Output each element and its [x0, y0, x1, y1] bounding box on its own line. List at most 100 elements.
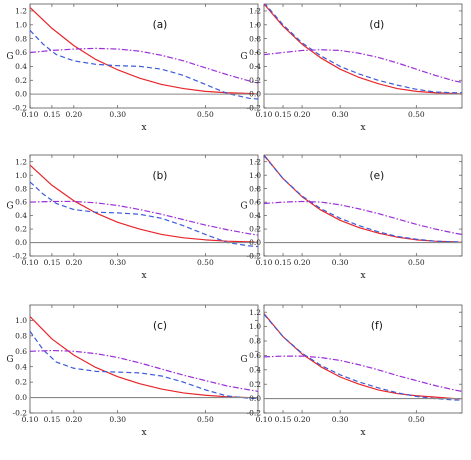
panel-label: (c): [153, 320, 167, 332]
x-tick-label: 0.10: [22, 258, 39, 267]
y-tick-label: 1.2: [249, 157, 261, 166]
x-tick-label: 0.15: [275, 415, 292, 424]
y-tick-label: 0.4: [249, 211, 261, 220]
y-tick-label: 0.2: [15, 378, 27, 387]
series-line-dashed: [264, 313, 462, 401]
panel-d: -0.2 0.0 0.2 0.4 0.6 0.8 1.0 1.2 0.10 0.15 0.20 0.3…: [240, 3, 463, 133]
x-tick-label: 0.15: [44, 415, 61, 424]
series-line-solid: [264, 313, 462, 400]
y-tick-label: -0.2: [247, 252, 262, 261]
series-line-dashed: [30, 29, 258, 100]
y-axis-label: G: [240, 355, 247, 365]
y-axis-label: G: [240, 202, 247, 212]
x-tick-label: 0.50: [408, 258, 425, 267]
x-tick-label: 0.20: [294, 110, 311, 119]
y-tick-label: 0.6: [15, 198, 27, 207]
y-axis-label: G: [6, 52, 13, 62]
series-line-dashed: [264, 155, 462, 243]
x-tick-label: 0.30: [332, 415, 349, 424]
x-tick-label: 0.50: [197, 415, 214, 424]
series-line-dashdot: [264, 49, 462, 83]
x-tick-label: 0.10: [256, 415, 273, 424]
x-tick-label: 0.20: [294, 258, 311, 267]
plot-frame: [263, 304, 463, 414]
y-tick-label: 0.6: [15, 347, 27, 356]
panel-label: (e): [370, 170, 385, 182]
series-line-solid: [30, 7, 258, 95]
y-tick-label: 1.0: [15, 20, 27, 29]
x-tick-label: 0.30: [109, 415, 126, 424]
x-axis-label: x: [360, 123, 365, 133]
y-tick-label: 0.4: [15, 211, 27, 220]
panel-label: (d): [369, 19, 384, 31]
y-tick-label: 0.2: [249, 380, 261, 389]
x-axis-label: x: [141, 123, 146, 133]
y-axis-label: G: [6, 202, 13, 212]
x-tick-label: 0.50: [408, 415, 425, 424]
panel-c: -0.2 0.0 0.2 0.4 0.6 0.8 1.0 0.10 0.15 0.20 0.30 0.…: [6, 304, 259, 438]
y-tick-label: -0.2: [13, 104, 28, 113]
y-tick-label: 0.4: [15, 62, 27, 71]
y-tick-label: 0.4: [15, 362, 27, 371]
y-tick-label: 0.8: [15, 331, 27, 340]
y-tick-label: 0.0: [15, 238, 27, 247]
plot-frame: [29, 3, 259, 109]
y-tick-label: 0.2: [15, 225, 27, 234]
plot-frame: [29, 154, 259, 257]
series-line-dashdot: [30, 200, 258, 236]
x-tick-label: 0.10: [256, 110, 273, 119]
y-tick-label: 0.6: [249, 48, 261, 57]
x-tick-label: 0.30: [109, 110, 126, 119]
plot-frame: [263, 154, 463, 257]
y-tick-label: 0.8: [15, 34, 27, 43]
y-tick-label: 0.2: [249, 225, 261, 234]
y-tick-label: 0.0: [15, 90, 27, 99]
x-tick-label: 0.10: [22, 415, 39, 424]
x-tick-label: 0.30: [109, 258, 126, 267]
y-tick-label: 0.8: [15, 184, 27, 193]
plot-frame: [263, 3, 463, 109]
y-tick-label: 0.2: [249, 76, 261, 85]
y-tick-label: 1.2: [249, 308, 261, 317]
x-tick-label: 0.10: [22, 110, 39, 119]
y-tick-label: -0.2: [13, 252, 28, 261]
y-tick-label: 0.4: [249, 62, 261, 71]
series-line-dashdot: [30, 47, 258, 84]
series-line-dashed: [264, 4, 462, 94]
y-tick-label: 0.0: [249, 238, 261, 247]
plot-frame: [29, 304, 259, 414]
y-tick-label: 1.0: [15, 171, 27, 180]
y-tick-label: 0.8: [249, 34, 261, 43]
y-tick-label: 1.2: [15, 157, 27, 166]
y-tick-label: 0.6: [249, 198, 261, 207]
series-line-dashdot: [30, 349, 258, 392]
y-tick-label: 1.2: [249, 7, 261, 16]
x-axis-label: x: [141, 271, 146, 281]
y-tick-label: 1.0: [15, 316, 27, 325]
x-tick-label: 0.20: [65, 415, 82, 424]
panel-f: -0.2 0.0 0.2 0.4 0.6 0.8 1.0 1.2 0.10 0.15 0.20 0.3…: [240, 304, 463, 438]
panel-label: (b): [153, 170, 168, 182]
x-axis-label: x: [360, 271, 365, 281]
x-tick-label: 0.50: [197, 258, 214, 267]
y-axis-label: G: [240, 52, 247, 62]
y-tick-label: -0.2: [247, 409, 262, 418]
y-tick-label: 1.0: [249, 171, 261, 180]
x-tick-label: 0.15: [275, 110, 292, 119]
y-tick-label: 0.4: [249, 365, 261, 374]
x-tick-label: 0.15: [44, 110, 61, 119]
x-tick-label: 0.30: [332, 258, 349, 267]
series-line-dashed: [30, 181, 258, 248]
series-line-dashdot: [264, 355, 462, 392]
y-tick-label: 1.0: [249, 322, 261, 331]
panel-a: -0.2 0.0 0.2 0.4 0.6 0.8 1.0 1.2 0.10 0.15 0.20 0.3…: [6, 3, 259, 133]
x-tick-label: 0.10: [256, 258, 273, 267]
x-axis-label: x: [141, 428, 146, 438]
series-line-solid: [264, 4, 462, 95]
y-axis-label: G: [6, 355, 13, 365]
y-tick-label: 1.2: [15, 7, 27, 16]
y-tick-label: 0.6: [15, 48, 27, 57]
x-tick-label: 0.50: [408, 110, 425, 119]
y-tick-label: 0.0: [15, 393, 27, 402]
